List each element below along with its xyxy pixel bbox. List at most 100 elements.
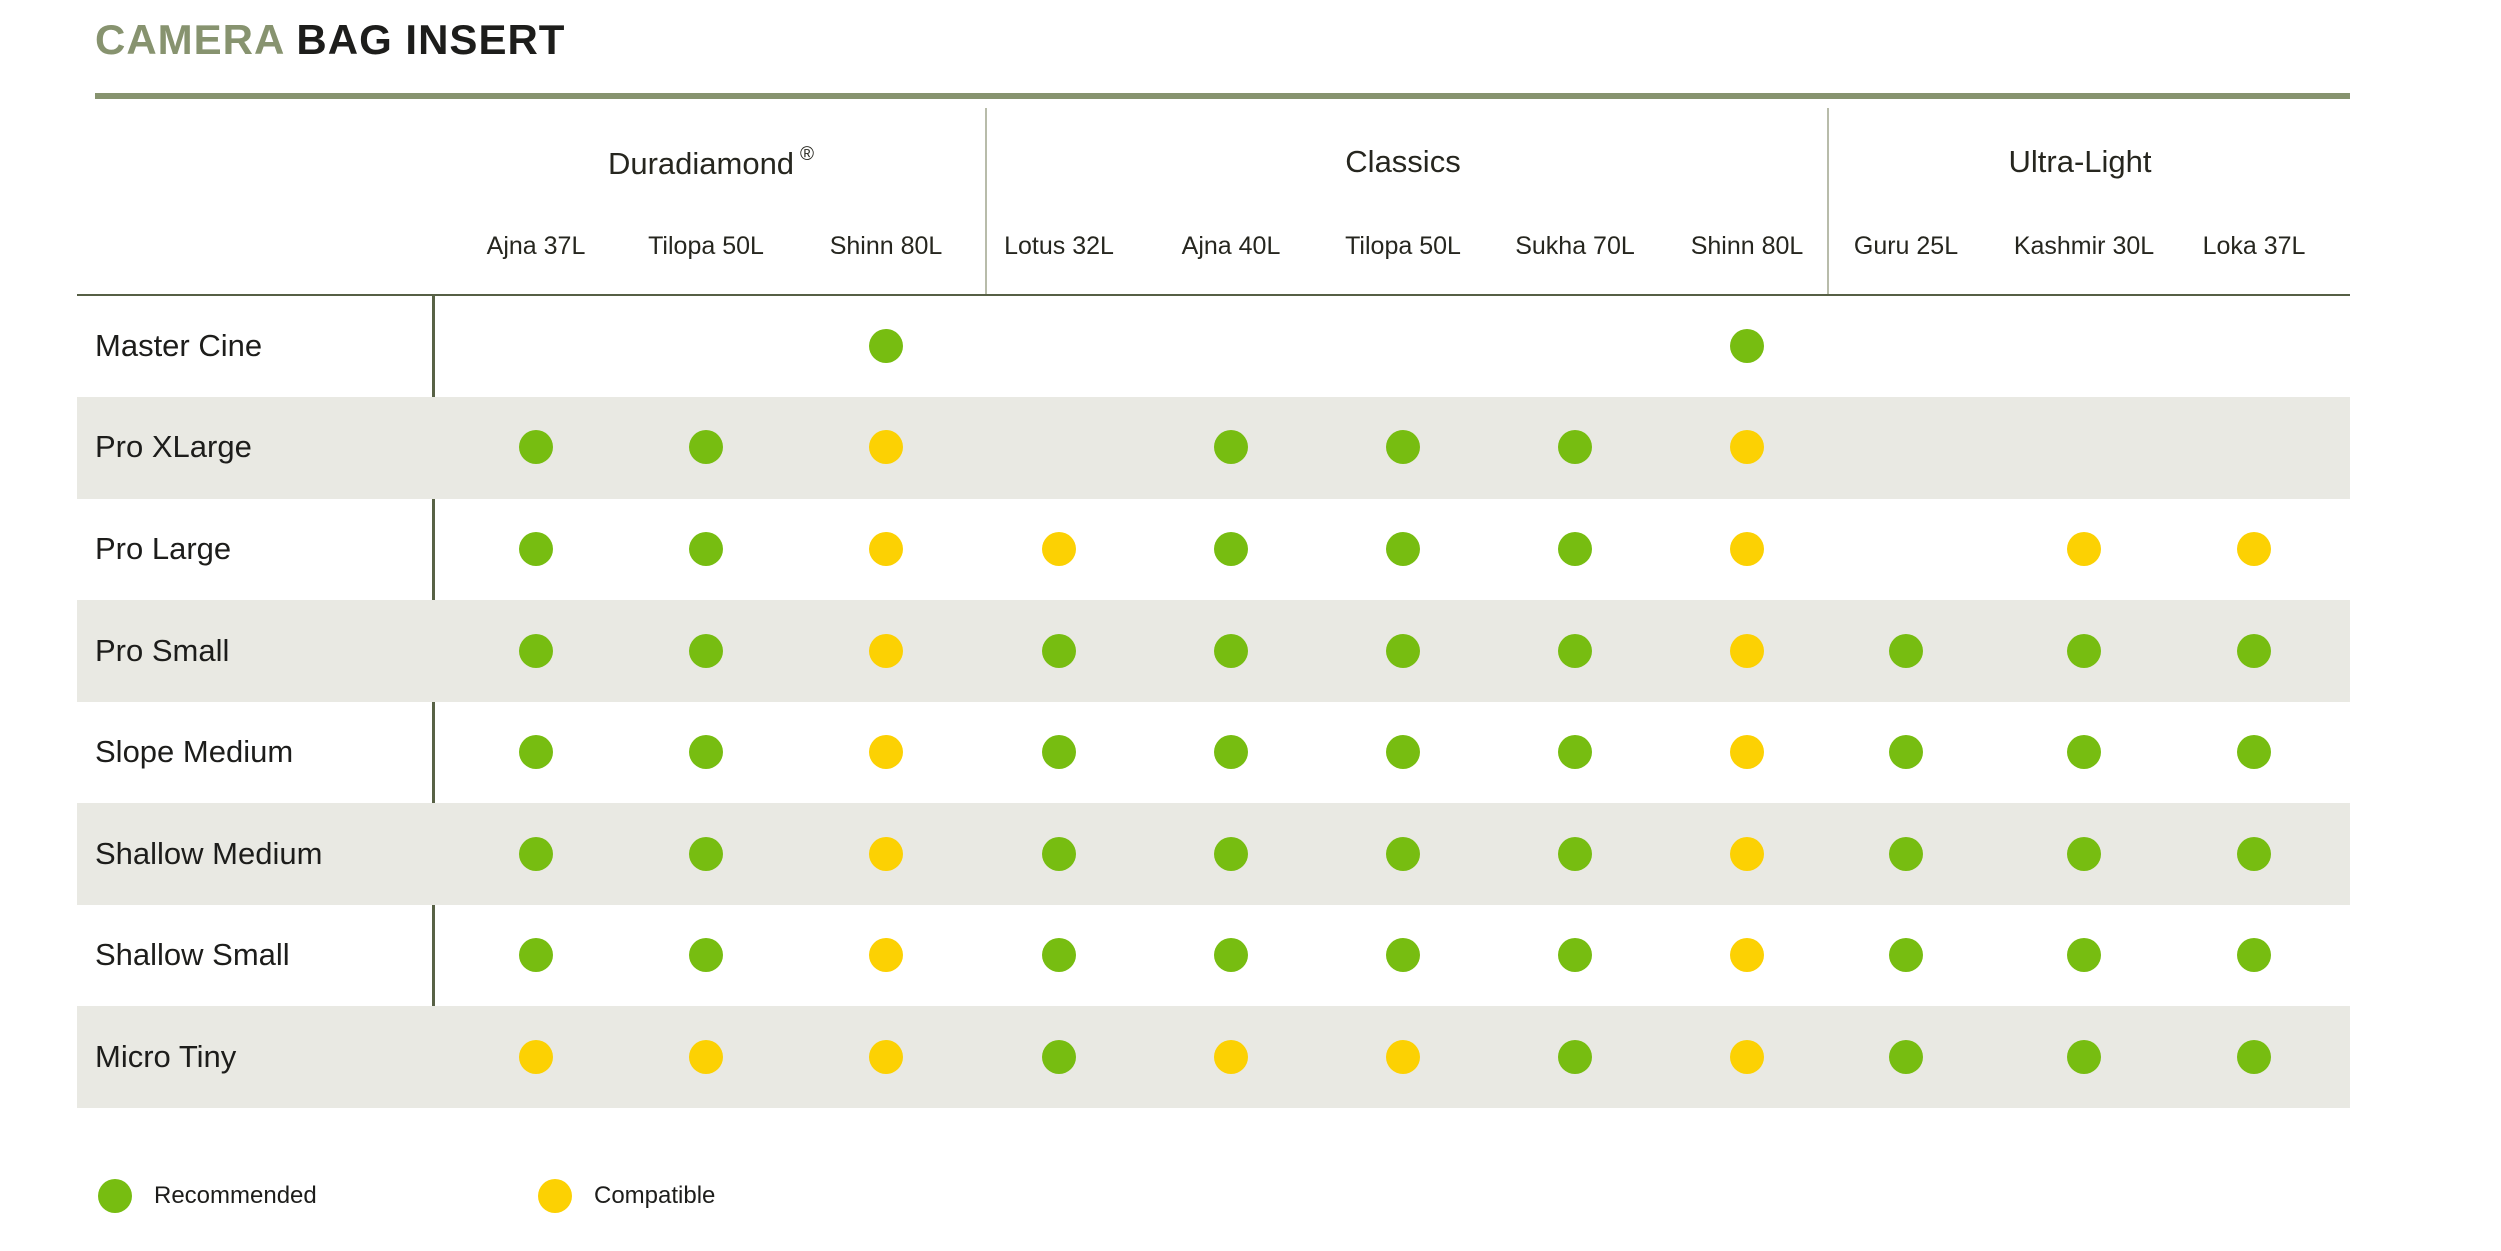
compatible-dot — [1730, 532, 1764, 566]
legend-item-recommended: Recommended — [98, 1179, 317, 1213]
recommended-dot — [1386, 633, 1420, 668]
recommended-dot — [689, 938, 723, 973]
recommended-dot — [1042, 836, 1076, 871]
group-header: Duradiamond ® — [608, 144, 814, 182]
recommended-dot — [1214, 430, 1248, 465]
compatible-dot — [1730, 938, 1764, 973]
recommended-dot — [1558, 532, 1592, 566]
compatible-dot — [1730, 735, 1764, 770]
recommended-dot — [2067, 938, 2101, 973]
recommended-dot — [2067, 1040, 2101, 1074]
column-header: Ajna 40L — [1181, 232, 1281, 260]
recommended-dot — [1042, 735, 1076, 770]
recommended-dot-icon — [98, 1179, 132, 1213]
column-header: Tilopa 50L — [1345, 232, 1461, 260]
recommended-dot — [689, 532, 723, 566]
row-label: Shallow Small — [95, 937, 290, 973]
compatible-dot — [869, 532, 903, 566]
recommended-dot — [1889, 938, 1923, 973]
recommended-dot — [1889, 735, 1923, 770]
recommended-dot — [1214, 633, 1248, 668]
recommended-dot — [689, 836, 723, 871]
compatible-dot — [2237, 532, 2271, 566]
compatible-dot — [2067, 532, 2101, 566]
compatible-dot-icon — [538, 1179, 572, 1213]
header-bottom-rule — [77, 294, 2350, 296]
recommended-dot — [1889, 836, 1923, 871]
recommended-dot — [2067, 633, 2101, 668]
recommended-dot — [1214, 735, 1248, 770]
column-header: Tilopa 50L — [648, 232, 764, 260]
recommended-dot — [2237, 735, 2271, 770]
column-header: Sukha 70L — [1515, 232, 1635, 260]
recommended-dot — [1558, 1040, 1592, 1074]
compatible-dot — [689, 1040, 723, 1074]
recommended-dot — [2237, 836, 2271, 871]
compatible-dot — [1730, 633, 1764, 668]
row-label: Pro Small — [95, 632, 230, 668]
row-label: Micro Tiny — [95, 1039, 237, 1074]
compatible-dot — [869, 430, 903, 465]
row-label: Master Cine — [95, 327, 263, 363]
recommended-dot — [2067, 735, 2101, 770]
compatible-dot — [869, 633, 903, 668]
row-label: Pro Large — [95, 531, 232, 566]
recommended-dot — [2237, 633, 2271, 668]
page-title-accent: CAMERA — [95, 16, 284, 63]
compatible-dot — [869, 836, 903, 871]
column-header: Loka 37L — [2202, 232, 2306, 260]
title-underline-rule — [95, 93, 2350, 99]
recommended-dot — [1042, 938, 1076, 973]
compatible-dot — [869, 938, 903, 973]
recommended-dot — [689, 735, 723, 770]
row-stripe — [77, 599, 2350, 702]
registered-mark: ® — [800, 144, 815, 165]
recommended-dot — [1558, 633, 1592, 668]
recommended-dot — [869, 328, 903, 363]
recommended-dot — [1386, 735, 1420, 770]
recommended-dot — [519, 633, 553, 668]
group-header: Ultra-Light — [2009, 144, 2152, 180]
group-divider-line — [985, 108, 987, 295]
recommended-dot — [1889, 633, 1923, 668]
recommended-dot — [689, 430, 723, 465]
recommended-dot — [689, 633, 723, 668]
page-title: CAMERA BAG INSERT — [95, 16, 565, 64]
recommended-dot — [1386, 938, 1420, 973]
recommended-dot — [1386, 532, 1420, 566]
recommended-dot — [519, 430, 553, 465]
recommended-dot — [519, 836, 553, 871]
row-label: Pro XLarge — [95, 429, 252, 465]
legend-label-recommended: Recommended — [154, 1182, 317, 1209]
recommended-dot — [2237, 938, 2271, 973]
recommended-dot — [1042, 1040, 1076, 1074]
page-title-rest: BAG INSERT — [283, 16, 566, 63]
group-header: Classics — [1345, 144, 1460, 180]
recommended-dot — [2067, 836, 2101, 871]
compatible-dot — [869, 735, 903, 770]
recommended-dot — [1558, 938, 1592, 973]
recommended-dot — [1386, 430, 1420, 465]
recommended-dot — [1558, 735, 1592, 770]
column-header: Guru 25L — [1853, 232, 1959, 260]
column-header: Shinn 80L — [1690, 232, 1804, 260]
group-header-label: Ultra-Light — [2008, 144, 2152, 179]
compatible-dot — [1386, 1040, 1420, 1074]
column-header: Kashmir 30L — [2013, 232, 2155, 260]
compatible-dot — [1042, 532, 1076, 566]
recommended-dot — [1558, 430, 1592, 465]
recommended-dot — [1889, 1040, 1923, 1074]
group-header-label: Classics — [1345, 144, 1461, 179]
row-label: Shallow Medium — [95, 835, 323, 871]
recommended-dot — [1730, 328, 1764, 363]
recommended-dot — [1214, 938, 1248, 973]
compatible-dot — [519, 1040, 553, 1074]
compatible-dot — [1730, 430, 1764, 465]
row-stripe — [77, 396, 2350, 499]
recommended-dot — [519, 938, 553, 973]
group-header-label: Duradiamond — [607, 146, 795, 181]
row-label: Slope Medium — [95, 734, 294, 770]
column-header: Shinn 80L — [829, 232, 943, 260]
compatible-dot — [869, 1040, 903, 1074]
